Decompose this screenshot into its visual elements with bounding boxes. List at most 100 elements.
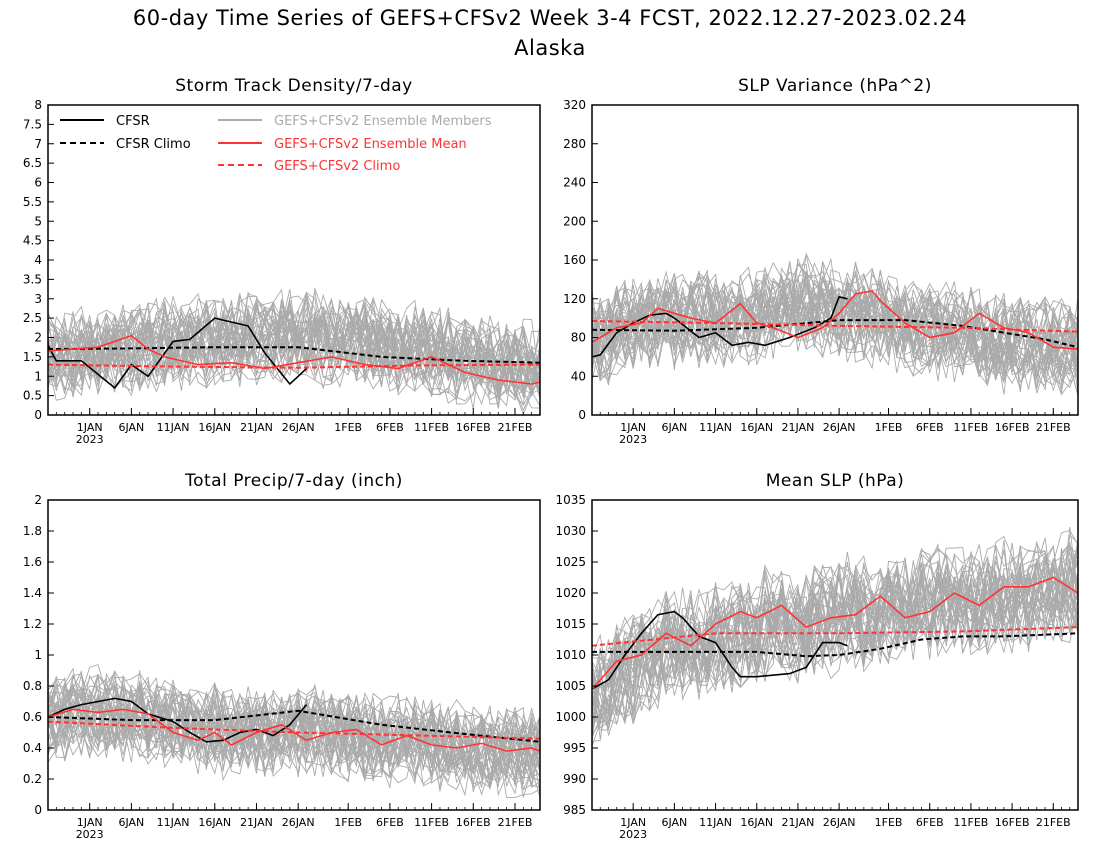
y-tick-label: 1015 [555,617,586,631]
x-year-label: 2023 [76,828,104,841]
x-year-label: 2023 [619,433,647,446]
x-tick-label: 11FEB [954,421,989,434]
x-tick-label: 21JAN [782,421,815,434]
series-line-gefs-cfsv2-climo [591,626,1079,647]
ensemble-member-line [591,270,1079,371]
series-line-gefs-cfsv2-climo [591,320,1079,333]
panel-4: Mean SLP (hPa) 985 990 995 1000 1005 1010 1015 1… [555,471,1079,841]
y-tick-label: 2.5 [23,311,42,325]
ensemble-member-line [47,673,541,773]
y-tick-label: 1 [34,648,42,662]
ensemble-member-line [591,267,1079,379]
x-tick-label: 1FEB [334,421,362,434]
y-tick-label: 1035 [555,493,586,507]
y-tick-label: 4 [34,253,42,267]
legend-label: GEFS+CFSv2 Ensemble Members [274,114,492,129]
y-tick-label: 2 [34,493,42,507]
ensemble-member-line [591,580,1079,725]
y-tick-label: 0.2 [23,772,42,786]
x-tick-label: 16JAN [740,421,773,434]
y-tick-label: 1.8 [23,524,42,538]
series-line-cfsr-climo [592,632,1079,658]
y-tick-label: 1005 [555,679,586,693]
x-tick-label: 1FEB [875,816,903,829]
y-tick-label: 0 [34,408,42,422]
x-tick-label: 21FEB [498,816,533,829]
y-tick-label: 320 [563,98,586,112]
x-tick-label: 1JAN [77,421,103,434]
x-tick-label: 11FEB [954,816,989,829]
y-tick-label: 7 [34,137,42,151]
panel-title: SLP Variance (hPa^2) [738,76,932,96]
x-tick-label: 6JAN [118,816,144,829]
x-tick-label: 16FEB [995,421,1030,434]
series-line-cfsr-climo [47,346,541,364]
series-line-cfsr [47,697,308,743]
ensemble-member-line [47,688,541,791]
legend-label: CFSR Climo [116,137,191,152]
x-tick-label: 21JAN [782,816,815,829]
y-tick-label: 0.5 [23,389,42,403]
y-tick-label: 240 [563,176,586,190]
y-tick-label: 990 [563,772,586,786]
ensemble-member-line [47,671,541,772]
panel-title: Storm Track Density/7-day [175,76,412,96]
ensemble-member-line [47,710,541,794]
x-tick-label: 21JAN [240,816,273,829]
y-tick-label: 0 [34,803,42,817]
y-tick-label: 280 [563,137,586,151]
plot-frame [591,104,1079,416]
ensemble-member-line [591,558,1079,721]
ensemble-member-line [591,562,1079,721]
y-tick-label: 6.5 [23,156,42,170]
ensemble-member-line [47,667,541,777]
ensemble-members [47,664,541,799]
ensemble-members [591,526,1079,747]
y-tick-label: 0 [578,408,586,422]
legend-label: CFSR [116,114,150,129]
x-tick-label: 21FEB [1036,421,1071,434]
y-tick-label: 6 [34,176,42,190]
x-tick-label: 26JAN [823,816,856,829]
ensemble-member-line [591,279,1079,396]
y-tick-label: 1.2 [23,617,42,631]
y-tick-label: 1.4 [23,586,42,600]
ensemble-member-line [47,695,541,797]
x-tick-label: 16JAN [198,421,231,434]
ensemble-member-line [591,261,1079,370]
x-tick-label: 6FEB [376,816,404,829]
y-tick-label: 0.8 [23,679,42,693]
ensemble-member-line [591,291,1079,392]
ensemble-member-line [591,548,1079,724]
y-tick-label: 0.6 [23,710,42,724]
x-tick-label: 26JAN [823,421,856,434]
series-line-gefs-cfsv2-climo [47,720,541,740]
x-tick-label: 26JAN [282,421,315,434]
x-tick-label: 11JAN [699,421,732,434]
ensemble-member-line [591,263,1079,350]
series-line-cfsr-climo [591,319,1079,349]
panel-2: SLP Variance (hPa^2) 0 40 80 120 160 200 240 280… [563,76,1079,446]
figure-title: 60-day Time Series of GEFS+CFSv2 Week 3-… [132,6,968,30]
panel-title: Total Precip/7-day (inch) [184,471,403,491]
ensemble-member-line [591,562,1079,738]
series-line-gefs-cfsv2-ensemble-mean [47,334,541,385]
y-tick-label: 4.5 [23,234,42,248]
x-tick-label: 6FEB [916,816,944,829]
ensemble-member-line [47,297,541,394]
legend-label: GEFS+CFSv2 Climo [274,159,400,174]
ensemble-member-line [591,560,1079,722]
series-line-gefs-cfsv2-ensemble-mean [591,290,1079,350]
y-tick-label: 3 [34,292,42,306]
x-tick-label: 1JAN [77,816,103,829]
ensemble-member-line [47,683,541,780]
x-tick-label: 6FEB [916,421,944,434]
ensemble-member-line [591,558,1079,731]
series-line-cfsr [47,317,308,390]
y-tick-label: 1.5 [23,350,42,364]
ensemble-member-line [591,529,1079,714]
series-line-cfsr-climo [47,709,541,743]
y-tick-label: 1010 [555,648,586,662]
ensemble-member-line [47,317,541,412]
